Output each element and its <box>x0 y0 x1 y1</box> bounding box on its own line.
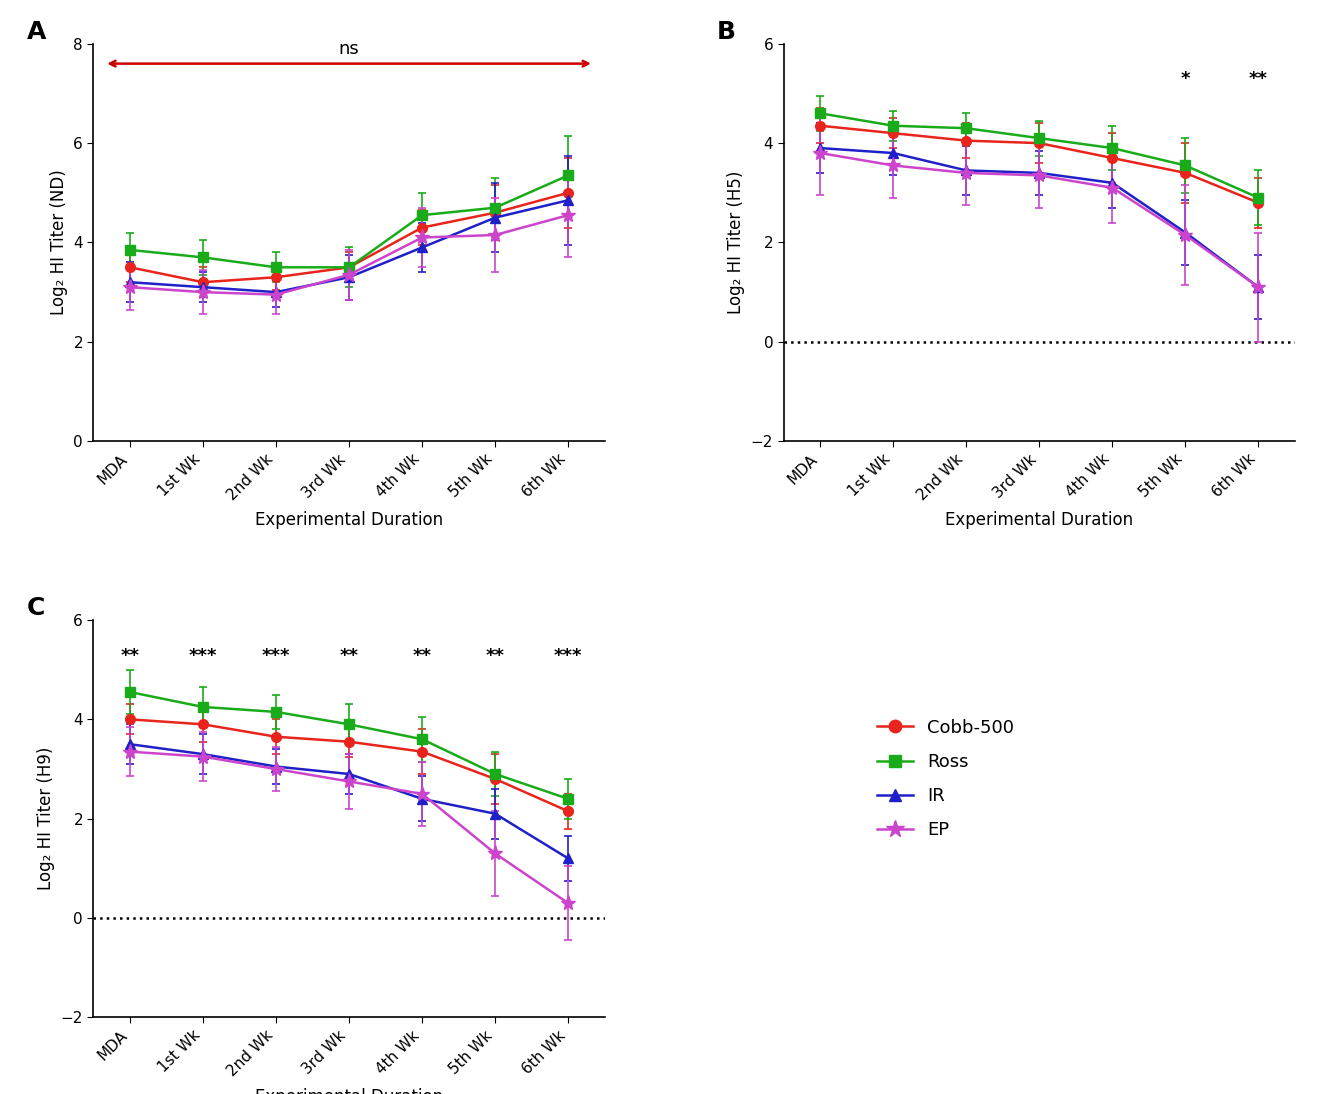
Text: ***: *** <box>554 647 582 665</box>
Text: **: ** <box>120 647 139 665</box>
Text: *: * <box>1180 70 1189 89</box>
Text: ***: *** <box>188 647 218 665</box>
Text: ns: ns <box>339 39 359 58</box>
Text: **: ** <box>413 647 431 665</box>
Text: **: ** <box>1250 70 1268 89</box>
Text: A: A <box>27 20 47 44</box>
Y-axis label: Log₂ HI Titer (H9): Log₂ HI Titer (H9) <box>37 747 55 891</box>
Text: **: ** <box>486 647 505 665</box>
X-axis label: Experimental Duration: Experimental Duration <box>255 512 443 529</box>
Legend: Cobb-500, Ross, IR, EP: Cobb-500, Ross, IR, EP <box>869 711 1021 847</box>
Text: ***: *** <box>262 647 290 665</box>
Text: B: B <box>717 20 736 44</box>
Text: **: ** <box>339 647 359 665</box>
Text: C: C <box>27 596 45 620</box>
Y-axis label: Log₂ HI Titer (H5): Log₂ HI Titer (H5) <box>728 171 745 314</box>
X-axis label: Experimental Duration: Experimental Duration <box>255 1087 443 1094</box>
Y-axis label: Log₂ HI Titer (ND): Log₂ HI Titer (ND) <box>49 170 68 315</box>
X-axis label: Experimental Duration: Experimental Duration <box>945 512 1133 529</box>
